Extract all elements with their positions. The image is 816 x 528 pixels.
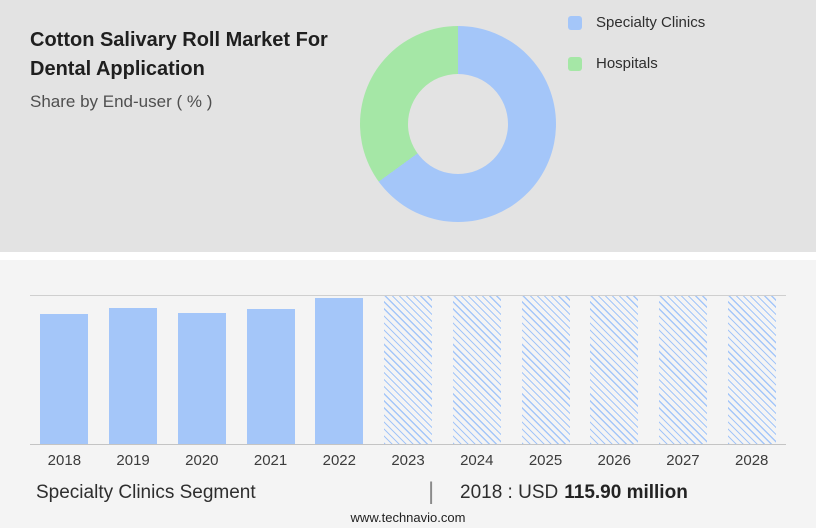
legend-item-specialty-clinics: Specialty Clinics (568, 14, 705, 31)
segment-value-amount: 115.90 million (564, 482, 688, 503)
bar-column-2021 (236, 296, 305, 444)
x-label-2025: 2025 (528, 452, 563, 469)
bar-column-2024 (442, 296, 511, 444)
title-line-1: Cotton Salivary Roll Market For (30, 29, 328, 51)
caption-row: Specialty Clinics Segment | 2018 : USD 11… (0, 478, 816, 510)
legend: Specialty Clinics Hospitals (568, 14, 705, 96)
forecast-bar-2024 (452, 296, 501, 444)
x-label-2020: 2020 (185, 452, 219, 469)
bar-2018 (40, 314, 89, 444)
segment-value: 2018 : USD 115.90 million (460, 482, 688, 504)
segment-label: Specialty Clinics Segment (36, 482, 256, 503)
bar-column-2028 (717, 296, 786, 444)
legend-item-hospitals: Hospitals (568, 55, 705, 72)
page-title: Cotton Salivary Roll Market For Dental Ap… (30, 26, 360, 84)
caption-divider: | (428, 478, 435, 505)
legend-label-specialty-clinics: Specialty Clinics (596, 14, 706, 31)
donut-hole (408, 74, 508, 174)
title-line-2: Dental Application (30, 58, 205, 80)
legend-label-hospitals: Hospitals (596, 55, 658, 72)
bar-chart: 2018 2019 2020 2021 2022 2023 2024 2025 2026 2027… (30, 295, 786, 469)
bar-2022 (315, 298, 364, 444)
legend-swatch-specialty-clinics (568, 15, 582, 30)
bar-2019 (109, 308, 158, 444)
chart-subtitle: Share by End-user ( % ) (30, 92, 213, 111)
bar-column-2023 (374, 296, 443, 444)
x-label-2023: 2023 (391, 452, 425, 469)
x-label-2018: 2018 (47, 452, 82, 469)
x-label-2026: 2026 (597, 452, 631, 469)
header: Cotton Salivary Roll Market For Dental Ap… (30, 26, 360, 112)
x-axis-labels: 2018 2019 2020 2021 2022 2023 2024 2025 2026 2027… (30, 445, 786, 469)
x-label-2027: 2027 (666, 452, 700, 469)
bar-plot-area (30, 295, 786, 445)
x-label-2024: 2024 (460, 452, 494, 469)
x-label-2028: 2028 (735, 452, 769, 469)
forecast-bar-2026 (590, 296, 639, 444)
forecast-bar-2025 (521, 296, 570, 444)
bar-2020 (177, 312, 226, 444)
legend-swatch-hospitals (568, 56, 582, 71)
forecast-bar-2028 (727, 296, 776, 444)
forecast-bar-2023 (384, 296, 433, 444)
section-divider (0, 252, 816, 260)
website-text: www.technavio.com (350, 510, 466, 525)
x-label-2019: 2019 (116, 452, 150, 469)
bar-column-2018 (30, 296, 99, 444)
bottom-section: 2018 2019 2020 2021 2022 2023 2024 2025 2026 2027… (0, 260, 816, 528)
donut-chart (360, 26, 556, 222)
x-label-2021: 2021 (253, 452, 288, 469)
bar-column-2026 (580, 296, 649, 444)
forecast-bar-2027 (658, 296, 707, 444)
bar-column-2019 (99, 296, 168, 444)
top-section: Cotton Salivary Roll Market For Dental Ap… (0, 0, 816, 252)
bar-column-2025 (511, 296, 580, 444)
bar-2021 (246, 309, 295, 444)
segment-value-prefix: 2018 : USD (460, 482, 559, 503)
bar-column-2022 (305, 296, 374, 444)
bar-column-2027 (649, 296, 718, 444)
x-label-2022: 2022 (322, 452, 356, 469)
bar-column-2020 (167, 296, 236, 444)
